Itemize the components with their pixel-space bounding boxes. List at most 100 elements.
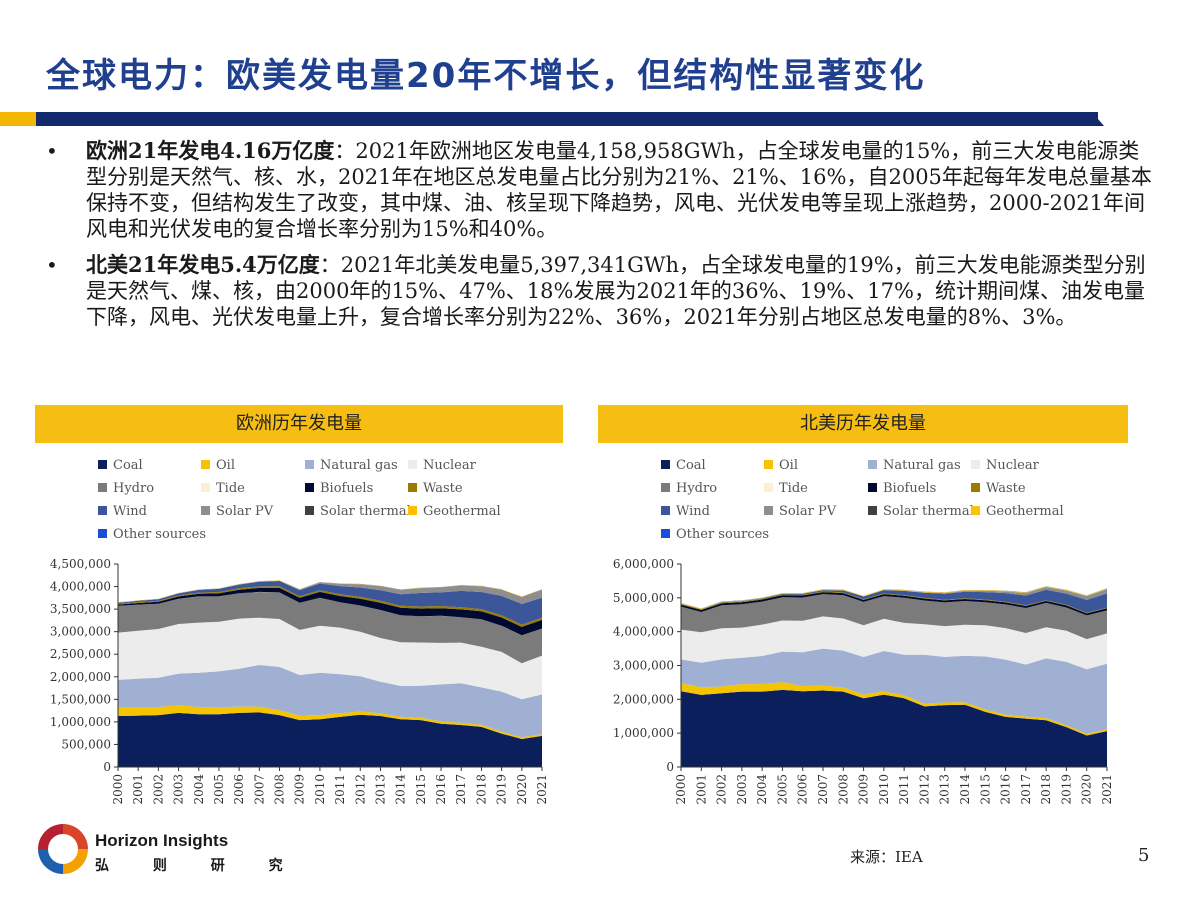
- x-tick-label: 2019: [495, 774, 509, 805]
- y-tick-label: 4,000,000: [50, 580, 111, 594]
- legend-swatch: [868, 506, 877, 515]
- legend-swatch: [764, 460, 773, 469]
- y-tick-label: 6,000,000: [613, 557, 674, 571]
- horizon-insights-logo-icon: [38, 824, 88, 874]
- legend-swatch: [305, 506, 314, 515]
- legend-swatch: [98, 529, 107, 538]
- x-tick-label: 2010: [313, 774, 327, 805]
- bullet-dot: •: [46, 139, 58, 163]
- legend-label: Biofuels: [320, 481, 374, 496]
- title-accent-gold: [0, 112, 36, 126]
- page-number: 5: [1138, 845, 1150, 866]
- legend-swatch: [201, 506, 210, 515]
- legend-swatch: [98, 483, 107, 492]
- legend-item-other-sources: Other sources: [661, 527, 769, 542]
- legend-swatch: [764, 506, 773, 515]
- y-tick-label: 5,000,000: [613, 591, 674, 605]
- legend-item-waste: Waste: [971, 481, 1026, 496]
- legend-item-solar-pv: Solar PV: [764, 504, 836, 519]
- legend-item-other-sources: Other sources: [98, 527, 206, 542]
- legend-item-geothermal: Geothermal: [971, 504, 1064, 519]
- legend-label: Tide: [779, 481, 808, 496]
- legend-label: Oil: [779, 458, 798, 473]
- source-note: 来源：IEA: [850, 848, 923, 866]
- legend-label: Other sources: [113, 527, 207, 542]
- bullet-body: ：2021年北美发电量5,397,341GWh，占全球发电量的19%，前三大发电…: [86, 253, 1146, 329]
- x-tick-label: 2013: [374, 774, 388, 805]
- area-series-biofuels: [681, 592, 1107, 616]
- legend-label: Geothermal: [423, 504, 501, 519]
- legend-label: Nuclear: [423, 458, 476, 473]
- area-series-natural-gas: [681, 648, 1107, 734]
- x-tick-label: 2017: [1019, 774, 1033, 805]
- x-tick-label: 2002: [715, 774, 729, 805]
- area-series-nuclear: [118, 617, 542, 700]
- area-series-coal: [118, 712, 542, 767]
- x-tick-label: 2001: [131, 774, 145, 805]
- x-tick-label: 2018: [1039, 774, 1053, 805]
- bullet-dot: •: [46, 253, 58, 277]
- x-tick-label: 2020: [515, 774, 529, 805]
- x-tick-label: 2008: [273, 774, 287, 805]
- bullet-bold: 欧洲21年发电4.16万亿度: [86, 138, 335, 163]
- y-tick-label: 2,000,000: [50, 670, 111, 684]
- legend-swatch: [764, 483, 773, 492]
- legend-label: Solar thermal: [883, 504, 974, 519]
- y-tick-label: 3,500,000: [50, 602, 111, 616]
- bullet-text: 北美21年发电5.4万亿度：2021年北美发电量5,397,341GWh，占全球…: [86, 252, 1156, 330]
- legend-item-waste: Waste: [408, 481, 463, 496]
- title-accent-navy: [36, 112, 1098, 126]
- legend-europe: Coal Oil Natural gas Nuclear Hydro Tide Biofue…: [98, 458, 558, 548]
- x-tick-label: 2009: [293, 774, 307, 805]
- legend-swatch: [661, 529, 670, 538]
- legend-label: Nuclear: [986, 458, 1039, 473]
- legend-label: Hydro: [113, 481, 155, 496]
- legend-item-tide: Tide: [764, 481, 808, 496]
- legend-swatch: [868, 460, 877, 469]
- legend-item-oil: Oil: [764, 458, 798, 473]
- legend-swatch: [408, 460, 417, 469]
- legend-item-solar-pv: Solar PV: [201, 504, 273, 519]
- x-tick-label: 2005: [775, 774, 789, 805]
- x-tick-label: 2016: [434, 774, 448, 805]
- x-tick-label: 2015: [414, 774, 428, 805]
- legend-item-wind: Wind: [98, 504, 147, 519]
- x-tick-label: 2007: [816, 774, 830, 805]
- legend-item-biofuels: Biofuels: [305, 481, 373, 496]
- legend-item-nuclear: Nuclear: [971, 458, 1039, 473]
- area-series-oil: [681, 682, 1107, 736]
- legend-label: Natural gas: [883, 458, 961, 473]
- legend-label: Wind: [113, 504, 147, 519]
- legend-item-natural-gas: Natural gas: [305, 458, 398, 473]
- x-tick-label: 2013: [938, 774, 952, 805]
- y-tick-label: 1,500,000: [50, 692, 111, 706]
- legend-label: Solar PV: [779, 504, 837, 519]
- y-tick-label: 4,000,000: [613, 625, 674, 639]
- legend-label: Biofuels: [883, 481, 937, 496]
- x-tick-label: 2002: [151, 774, 165, 805]
- legend-label: Other sources: [676, 527, 770, 542]
- x-tick-label: 2007: [252, 774, 266, 805]
- x-tick-label: 2003: [735, 774, 749, 805]
- legend-swatch: [98, 460, 107, 469]
- x-tick-label: 2017: [454, 774, 468, 805]
- y-tick-label: 3,000,000: [613, 659, 674, 673]
- x-tick-label: 2006: [232, 774, 246, 805]
- legend-swatch: [661, 460, 670, 469]
- legend-label: Waste: [423, 481, 463, 496]
- bullet-text: 欧洲21年发电4.16万亿度：2021年欧洲地区发电量4,158,958GWh，…: [86, 138, 1156, 242]
- legend-swatch: [868, 483, 877, 492]
- legend-item-solar-thermal: Solar thermal: [868, 504, 974, 519]
- legend-label: Solar PV: [216, 504, 274, 519]
- x-tick-label: 2008: [836, 774, 850, 805]
- x-tick-label: 2003: [172, 774, 186, 805]
- chart-title-north-america: 北美历年发电量: [598, 405, 1128, 443]
- chart-title-europe: 欧洲历年发电量: [35, 405, 563, 443]
- legend-label: Geothermal: [986, 504, 1064, 519]
- x-tick-label: 2001: [694, 774, 708, 805]
- logo-name-en: Horizon Insights: [95, 831, 229, 850]
- area-series-oil: [118, 705, 542, 739]
- y-tick-label: 4,500,000: [50, 557, 111, 571]
- legend-item-hydro: Hydro: [98, 481, 154, 496]
- y-tick-label: 500,000: [61, 737, 111, 751]
